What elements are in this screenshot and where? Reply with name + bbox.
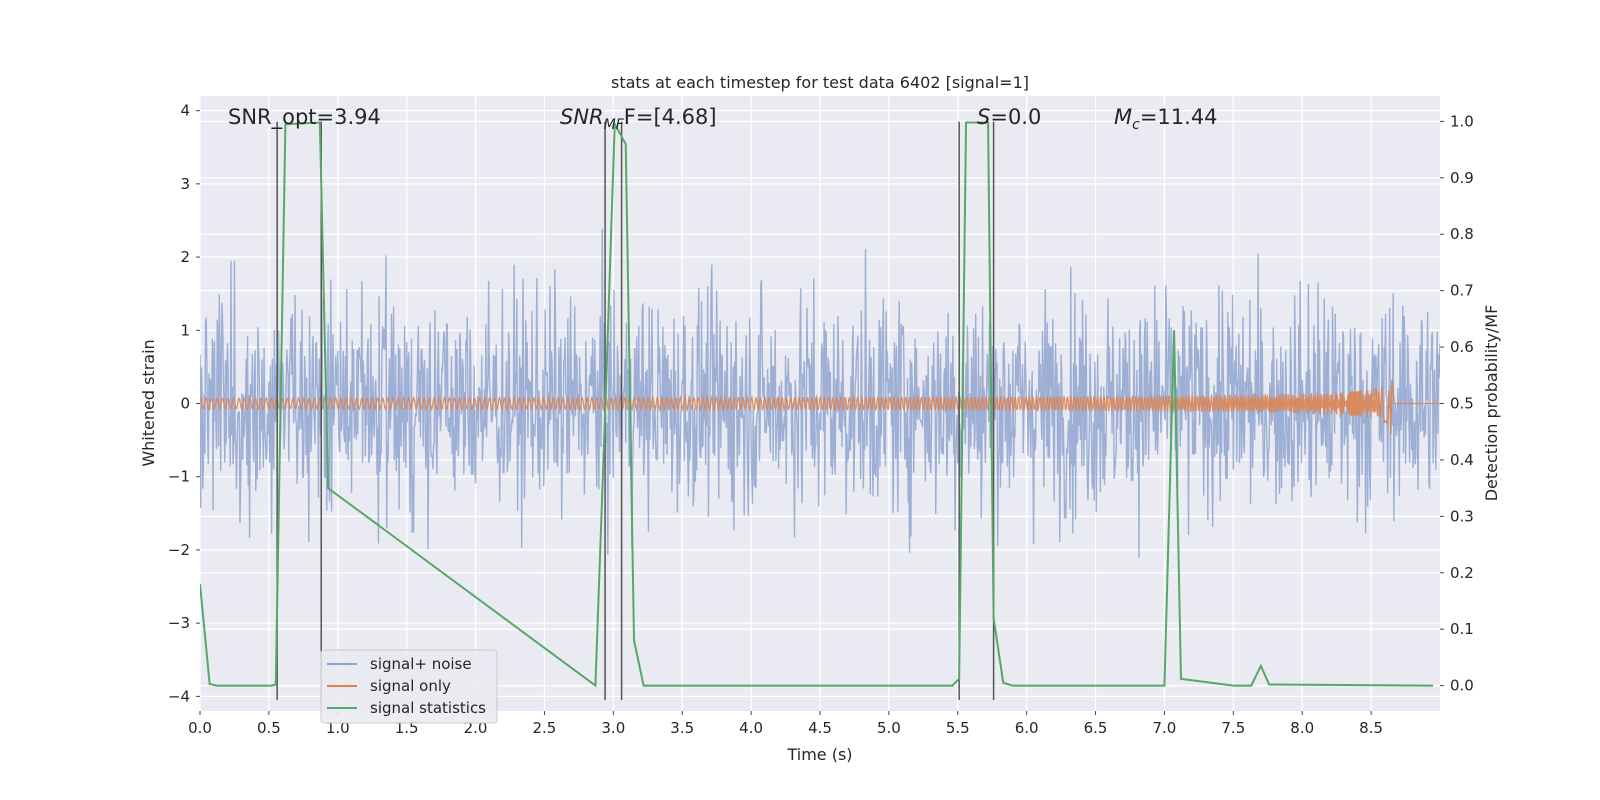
x-tick-label: 7.0 [1153, 719, 1177, 737]
x-tick-label: 3.5 [670, 719, 694, 737]
x-tick-label: 6.0 [1015, 719, 1039, 737]
noise-line [200, 228, 1440, 558]
y-axis-right-label: Detection probability/MF [1482, 305, 1501, 502]
y-right-tick-label: 0.1 [1450, 620, 1474, 638]
y-left-tick-label: −3 [168, 614, 190, 632]
grid [199, 96, 1440, 711]
x-tick-label: 0.0 [188, 719, 212, 737]
annotation-snr-opt: SNR_opt=3.94 [228, 105, 381, 130]
y-right-tick-label: 0.7 [1450, 282, 1474, 300]
x-tick-label: 0.5 [257, 719, 281, 737]
x-axis-label: Time (s) [786, 745, 852, 764]
legend: signal+ noise signal only signal statist… [320, 649, 498, 724]
y-axis-left-label: Whitened strain [139, 339, 158, 466]
x-axis-ticks: 0.0 0.5 1.0 1.5 2.0 2.5 3.0 3.5 4.0 4.5 5.0 5.5 6.0 6… [188, 711, 1383, 737]
y-right-tick-label: 0.6 [1450, 338, 1474, 356]
chart-title: stats at each timestep for test data 640… [611, 73, 1029, 92]
y-right-tick-label: 0.0 [1450, 677, 1474, 695]
annotation-s: S=0.0 [977, 105, 1041, 129]
y-right-tick-label: 0.2 [1450, 564, 1474, 582]
y-left-tick-label: 0 [180, 395, 190, 413]
y-right-tick-label: 1.0 [1450, 112, 1474, 130]
y-left-tick-label: −1 [168, 468, 190, 486]
x-tick-label: 7.5 [1221, 719, 1245, 737]
x-tick-label: 3.0 [601, 719, 625, 737]
x-tick-label: 5.5 [946, 719, 970, 737]
y-left-tick-label: 4 [180, 102, 190, 120]
statistics-line [200, 120, 1434, 688]
annotation-mc: Mc=11.44 [1114, 105, 1218, 133]
series-signal-only [200, 379, 1440, 435]
y-left-tick-label: 2 [180, 248, 190, 266]
x-tick-label: 4.0 [739, 719, 763, 737]
legend-label-signal-only: signal only [370, 677, 451, 695]
y-left-tick-label: 1 [180, 321, 190, 339]
y-right-tick-label: 0.3 [1450, 507, 1474, 525]
chirp-line [200, 379, 1440, 435]
x-tick-label: 8.0 [1290, 719, 1314, 737]
y-left-tick-label: −2 [168, 541, 190, 559]
y-right-tick-label: 0.9 [1450, 169, 1474, 187]
x-tick-label: 8.5 [1359, 719, 1383, 737]
x-tick-label: 6.5 [1084, 719, 1108, 737]
x-tick-label: 2.5 [533, 719, 557, 737]
annotation-snr-mf: SNRMFF=[4.68] [560, 105, 717, 133]
y-right-tick-label: 0.8 [1450, 225, 1474, 243]
y-left-tick-label: −4 [168, 687, 190, 705]
y-left-tick-label: 3 [180, 175, 190, 193]
legend-label-signal-noise: signal+ noise [370, 655, 472, 673]
series-signal-statistics [200, 120, 1434, 688]
legend-label-signal-statistics: signal statistics [370, 699, 486, 717]
y-right-tick-label: 0.4 [1450, 451, 1474, 469]
x-tick-label: 5.0 [877, 719, 901, 737]
x-tick-label: 4.5 [808, 719, 832, 737]
series-signal-noise [200, 228, 1440, 558]
y-axis-left-ticks: 4 3 2 1 0 −1 −2 −3 −4 [168, 102, 200, 705]
y-axis-right-ticks: 1.0 0.9 0.8 0.7 0.6 0.5 0.4 0.3 0.2 0.1 0.0 [1440, 112, 1474, 695]
y-right-tick-label: 0.5 [1450, 395, 1474, 413]
